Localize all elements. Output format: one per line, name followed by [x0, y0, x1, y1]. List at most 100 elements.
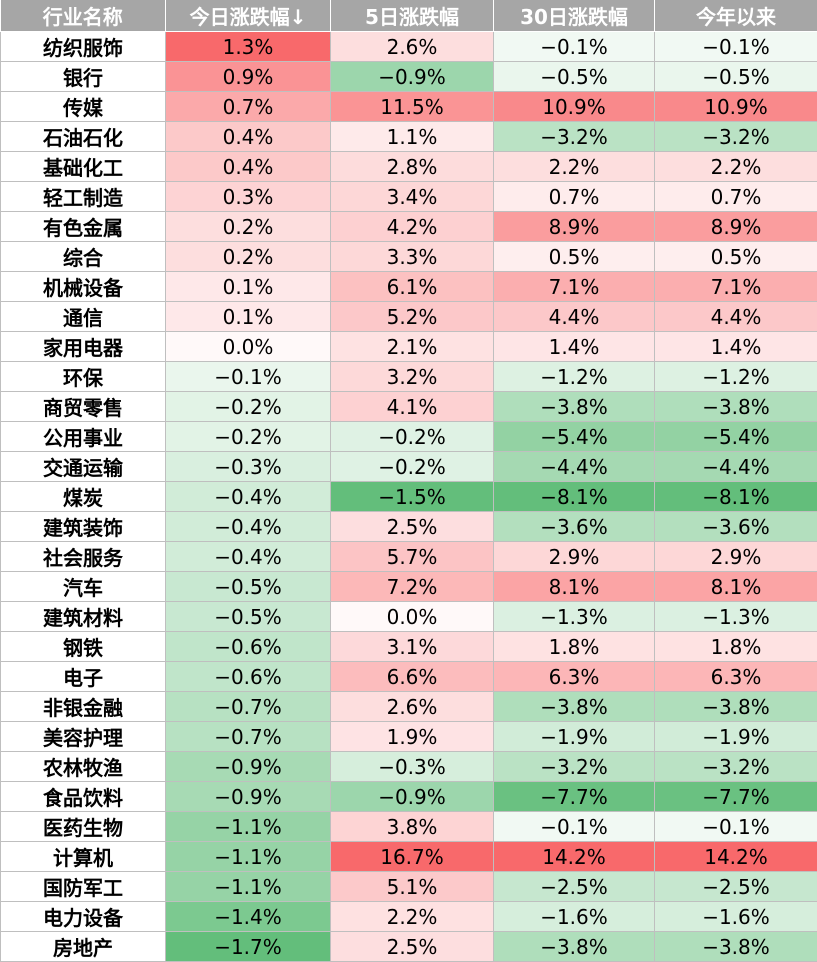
today-change-cell: −1.1% — [166, 842, 331, 872]
30day-change-cell: −8.1% — [494, 482, 655, 512]
30day-change-cell: 8.1% — [494, 572, 655, 602]
today-change-cell: 0.0% — [166, 332, 331, 362]
5day-change-cell: −0.2% — [331, 452, 494, 482]
today-change-cell: −0.5% — [166, 602, 331, 632]
today-change-cell: 0.9% — [166, 62, 331, 92]
5day-change-cell: 5.2% — [331, 302, 494, 332]
header-today-change[interactable]: 今日涨跌幅↓ — [166, 0, 331, 32]
5day-change-cell: 7.2% — [331, 572, 494, 602]
table-row: 电力设备−1.4%2.2%−1.6%−1.6% — [1, 902, 817, 932]
industry-name-cell: 计算机 — [1, 842, 166, 872]
30day-change-cell: −3.6% — [494, 512, 655, 542]
30day-change-cell: −3.2% — [494, 122, 655, 152]
industry-name-cell: 房地产 — [1, 932, 166, 962]
5day-change-cell: 1.1% — [331, 122, 494, 152]
industry-name-cell: 国防军工 — [1, 872, 166, 902]
5day-change-cell: 0.0% — [331, 602, 494, 632]
today-change-cell: −0.4% — [166, 542, 331, 572]
ytd-change-cell: −3.6% — [655, 512, 817, 542]
today-change-cell: −0.2% — [166, 422, 331, 452]
30day-change-cell: −3.8% — [494, 692, 655, 722]
ytd-change-cell: 2.9% — [655, 542, 817, 572]
ytd-change-cell: −3.8% — [655, 932, 817, 962]
30day-change-cell: 8.9% — [494, 212, 655, 242]
today-change-cell: −1.1% — [166, 872, 331, 902]
30day-change-cell: 14.2% — [494, 842, 655, 872]
ytd-change-cell: −8.1% — [655, 482, 817, 512]
today-change-cell: 0.4% — [166, 152, 331, 182]
ytd-change-cell: 4.4% — [655, 302, 817, 332]
today-change-cell: 0.7% — [166, 92, 331, 122]
industry-name-cell: 煤炭 — [1, 482, 166, 512]
5day-change-cell: 3.2% — [331, 362, 494, 392]
ytd-change-cell: −2.5% — [655, 872, 817, 902]
header-industry-name[interactable]: 行业名称 — [1, 0, 166, 32]
header-5day-change[interactable]: 5日涨跌幅 — [331, 0, 494, 32]
30day-change-cell: 10.9% — [494, 92, 655, 122]
today-change-cell: −1.1% — [166, 812, 331, 842]
5day-change-cell: −0.9% — [331, 62, 494, 92]
industry-name-cell: 轻工制造 — [1, 182, 166, 212]
30day-change-cell: 0.7% — [494, 182, 655, 212]
30day-change-cell: −0.5% — [494, 62, 655, 92]
ytd-change-cell: −1.2% — [655, 362, 817, 392]
industry-name-cell: 综合 — [1, 242, 166, 272]
industry-name-cell: 建筑装饰 — [1, 512, 166, 542]
industry-name-cell: 公用事业 — [1, 422, 166, 452]
30day-change-cell: −2.5% — [494, 872, 655, 902]
industry-name-cell: 传媒 — [1, 92, 166, 122]
table-row: 汽车−0.5%7.2%8.1%8.1% — [1, 572, 817, 602]
today-change-cell: 0.4% — [166, 122, 331, 152]
30day-change-cell: 4.4% — [494, 302, 655, 332]
industry-name-cell: 食品饮料 — [1, 782, 166, 812]
30day-change-cell: −3.8% — [494, 392, 655, 422]
industry-name-cell: 汽车 — [1, 572, 166, 602]
ytd-change-cell: 14.2% — [655, 842, 817, 872]
today-change-cell: −0.7% — [166, 722, 331, 752]
ytd-change-cell: −0.5% — [655, 62, 817, 92]
industry-name-cell: 石油石化 — [1, 122, 166, 152]
header-ytd-change[interactable]: 今年以来 — [655, 0, 817, 32]
today-change-cell: −0.9% — [166, 752, 331, 782]
industry-name-cell: 电力设备 — [1, 902, 166, 932]
ytd-change-cell: −4.4% — [655, 452, 817, 482]
30day-change-cell: −7.7% — [494, 782, 655, 812]
5day-change-cell: 6.1% — [331, 272, 494, 302]
table-row: 商贸零售−0.2%4.1%−3.8%−3.8% — [1, 392, 817, 422]
industry-name-cell: 交通运输 — [1, 452, 166, 482]
5day-change-cell: 4.2% — [331, 212, 494, 242]
industry-name-cell: 美容护理 — [1, 722, 166, 752]
today-change-cell: 0.3% — [166, 182, 331, 212]
30day-change-cell: 7.1% — [494, 272, 655, 302]
ytd-change-cell: −3.2% — [655, 752, 817, 782]
ytd-change-cell: 6.3% — [655, 662, 817, 692]
industry-name-cell: 建筑材料 — [1, 602, 166, 632]
today-change-cell: −1.7% — [166, 932, 331, 962]
industry-name-cell: 非银金融 — [1, 692, 166, 722]
5day-change-cell: 11.5% — [331, 92, 494, 122]
today-change-cell: −0.4% — [166, 512, 331, 542]
5day-change-cell: 2.5% — [331, 512, 494, 542]
header-30day-change[interactable]: 30日涨跌幅 — [494, 0, 655, 32]
5day-change-cell: 6.6% — [331, 662, 494, 692]
industry-name-cell: 家用电器 — [1, 332, 166, 362]
today-change-cell: −1.4% — [166, 902, 331, 932]
today-change-cell: 0.2% — [166, 242, 331, 272]
industry-name-cell: 电子 — [1, 662, 166, 692]
ytd-change-cell: 10.9% — [655, 92, 817, 122]
ytd-change-cell: −1.3% — [655, 602, 817, 632]
ytd-change-cell: 0.5% — [655, 242, 817, 272]
5day-change-cell: 3.8% — [331, 812, 494, 842]
5day-change-cell: 3.1% — [331, 632, 494, 662]
table-row: 国防军工−1.1%5.1%−2.5%−2.5% — [1, 872, 817, 902]
5day-change-cell: 2.2% — [331, 902, 494, 932]
today-change-cell: −0.3% — [166, 452, 331, 482]
5day-change-cell: −1.5% — [331, 482, 494, 512]
5day-change-cell: −0.2% — [331, 422, 494, 452]
